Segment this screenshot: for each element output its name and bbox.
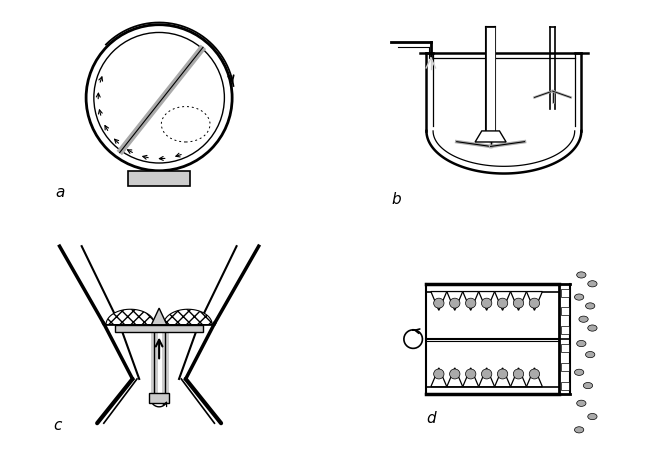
Bar [486, 27, 495, 131]
Ellipse shape [574, 427, 583, 433]
Polygon shape [495, 368, 511, 387]
Polygon shape [511, 368, 526, 387]
Polygon shape [431, 291, 447, 310]
Ellipse shape [577, 340, 586, 347]
Bar [115, 325, 204, 332]
Ellipse shape [577, 272, 586, 278]
Polygon shape [447, 368, 463, 387]
Ellipse shape [450, 298, 460, 308]
Bar [561, 363, 568, 371]
Ellipse shape [579, 316, 588, 322]
Polygon shape [526, 291, 542, 310]
Ellipse shape [574, 369, 583, 375]
Polygon shape [463, 368, 479, 387]
Ellipse shape [577, 400, 586, 407]
Bar [561, 344, 568, 352]
Ellipse shape [585, 303, 595, 309]
Bar [561, 382, 568, 390]
Polygon shape [447, 291, 463, 310]
Text: d: d [426, 411, 436, 426]
Polygon shape [511, 291, 526, 310]
Ellipse shape [529, 369, 540, 379]
Ellipse shape [497, 298, 508, 308]
Text: c: c [53, 418, 61, 433]
Ellipse shape [513, 298, 524, 308]
Polygon shape [526, 368, 542, 387]
Ellipse shape [529, 298, 540, 308]
Polygon shape [479, 368, 495, 387]
Polygon shape [463, 291, 479, 310]
Text: a: a [55, 185, 64, 201]
Bar [561, 307, 568, 315]
Ellipse shape [434, 298, 444, 308]
Ellipse shape [574, 294, 583, 300]
Bar [149, 393, 169, 403]
Polygon shape [151, 308, 167, 325]
Ellipse shape [434, 369, 444, 379]
Ellipse shape [450, 369, 460, 379]
Bar [128, 171, 190, 186]
Polygon shape [106, 309, 154, 325]
Text: b: b [391, 192, 400, 207]
Ellipse shape [588, 325, 597, 331]
Ellipse shape [583, 383, 593, 389]
Polygon shape [431, 368, 447, 387]
Ellipse shape [588, 281, 597, 287]
Ellipse shape [465, 369, 476, 379]
Polygon shape [164, 309, 212, 325]
Ellipse shape [588, 414, 597, 420]
Bar [561, 326, 568, 334]
Polygon shape [495, 291, 511, 310]
Ellipse shape [481, 298, 492, 308]
Circle shape [94, 32, 224, 163]
Ellipse shape [481, 369, 492, 379]
Polygon shape [475, 131, 506, 142]
Ellipse shape [585, 351, 595, 358]
Polygon shape [479, 291, 495, 310]
Ellipse shape [465, 298, 476, 308]
Ellipse shape [497, 369, 508, 379]
Bar [561, 289, 568, 296]
Ellipse shape [513, 369, 524, 379]
